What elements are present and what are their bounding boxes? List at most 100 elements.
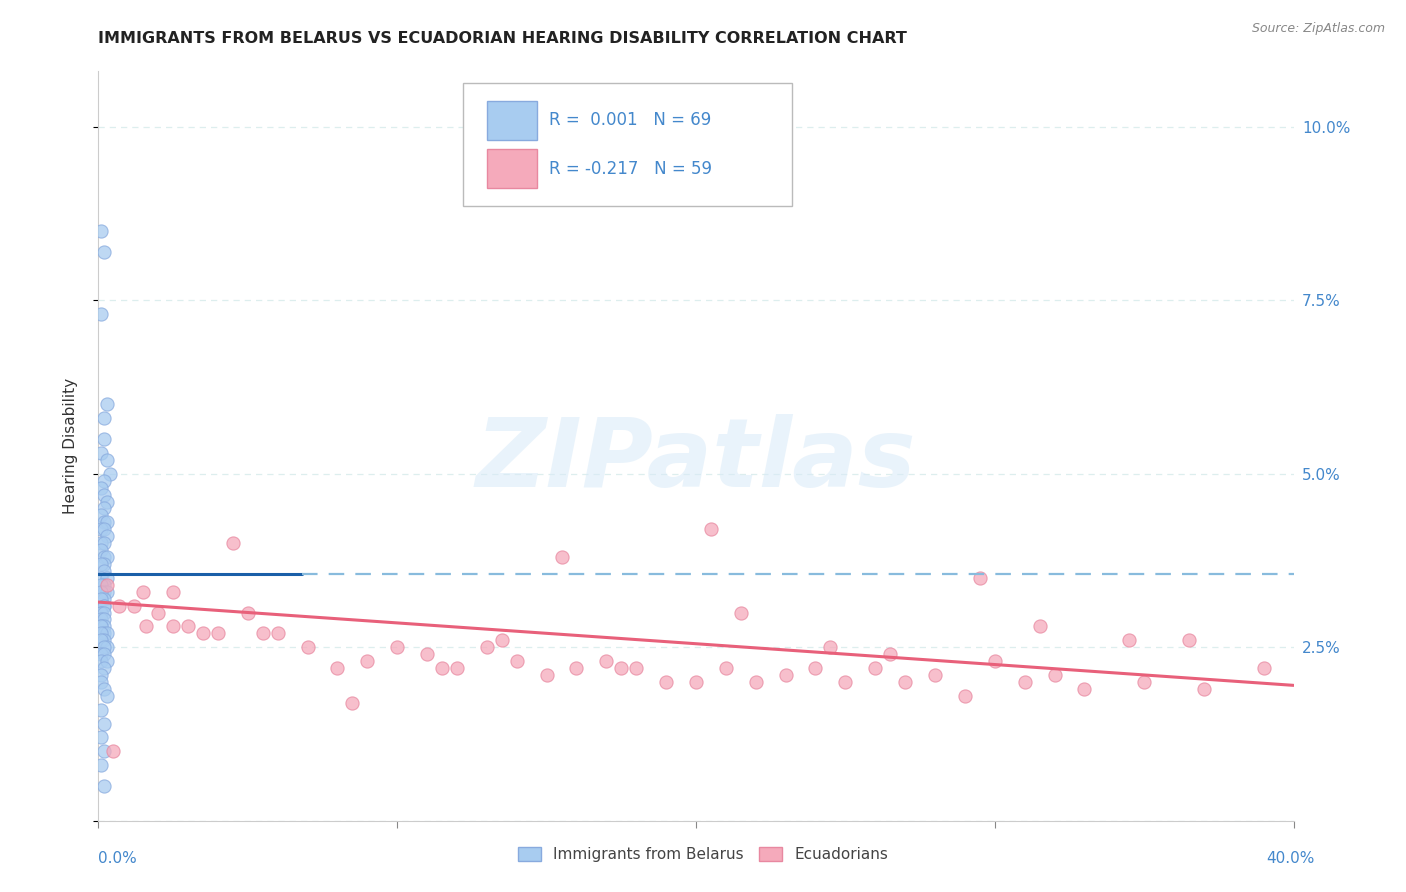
Point — [1133, 674, 1156, 689]
Point — [491, 633, 513, 648]
Point — [90, 674, 112, 689]
Point — [96, 453, 118, 467]
Point — [595, 654, 617, 668]
Point — [93, 549, 115, 564]
Point — [162, 619, 184, 633]
Point — [93, 411, 115, 425]
Text: R =  0.001   N = 69: R = 0.001 N = 69 — [548, 112, 711, 129]
Point — [90, 307, 112, 321]
Point — [90, 626, 112, 640]
Point — [685, 674, 707, 689]
Point — [804, 661, 827, 675]
Point — [124, 599, 146, 613]
Point — [90, 654, 112, 668]
Point — [90, 606, 112, 620]
Point — [93, 640, 115, 655]
Text: R = -0.217   N = 59: R = -0.217 N = 59 — [548, 160, 711, 178]
Point — [550, 549, 572, 564]
Point — [93, 599, 115, 613]
Point — [93, 432, 115, 446]
Text: Source: ZipAtlas.com: Source: ZipAtlas.com — [1251, 22, 1385, 36]
Text: 0.0%: 0.0% — [98, 851, 138, 865]
Point — [148, 606, 170, 620]
Point — [1043, 668, 1066, 682]
Point — [626, 661, 648, 675]
Point — [536, 668, 558, 682]
Point — [191, 626, 214, 640]
Legend: Immigrants from Belarus, Ecuadorians: Immigrants from Belarus, Ecuadorians — [512, 840, 894, 868]
Point — [93, 619, 115, 633]
Point — [222, 536, 245, 550]
Point — [1118, 633, 1140, 648]
Point — [969, 571, 991, 585]
FancyBboxPatch shape — [486, 149, 537, 188]
Point — [93, 779, 115, 793]
Point — [90, 647, 112, 661]
Point — [93, 584, 115, 599]
Point — [90, 619, 112, 633]
Point — [610, 661, 633, 675]
Point — [924, 668, 946, 682]
Point — [984, 654, 1007, 668]
Point — [93, 744, 115, 758]
Point — [879, 647, 901, 661]
Point — [93, 681, 115, 696]
Point — [565, 661, 588, 675]
Point — [93, 501, 115, 516]
Point — [93, 557, 115, 571]
Point — [93, 647, 115, 661]
Text: IMMIGRANTS FROM BELARUS VS ECUADORIAN HEARING DISABILITY CORRELATION CHART: IMMIGRANTS FROM BELARUS VS ECUADORIAN HE… — [98, 31, 907, 46]
Point — [326, 661, 349, 675]
Point — [506, 654, 529, 668]
Point — [93, 578, 115, 592]
Point — [93, 606, 115, 620]
Point — [90, 446, 112, 460]
Point — [1073, 681, 1095, 696]
Point — [90, 633, 112, 648]
Point — [96, 494, 118, 508]
Point — [475, 640, 498, 655]
Point — [90, 668, 112, 682]
Point — [93, 599, 115, 613]
Point — [96, 584, 118, 599]
Point — [90, 224, 112, 238]
Point — [98, 467, 122, 481]
Point — [655, 674, 678, 689]
Point — [865, 661, 887, 675]
Point — [96, 654, 118, 668]
Point — [834, 674, 856, 689]
Point — [252, 626, 274, 640]
Point — [162, 584, 184, 599]
Point — [93, 633, 115, 648]
Point — [90, 543, 112, 558]
FancyBboxPatch shape — [463, 83, 792, 206]
Point — [730, 606, 752, 620]
Y-axis label: Hearing Disability: Hearing Disability — [63, 378, 77, 514]
Point — [1253, 661, 1275, 675]
Point — [96, 529, 118, 543]
Point — [96, 516, 118, 530]
Text: ZIPatlas: ZIPatlas — [475, 415, 917, 508]
Point — [90, 619, 112, 633]
Point — [135, 619, 157, 633]
Point — [236, 606, 259, 620]
Point — [90, 557, 112, 571]
Point — [96, 578, 118, 592]
Point — [96, 549, 118, 564]
Point — [90, 758, 112, 772]
Point — [90, 591, 112, 606]
Point — [108, 599, 131, 613]
Point — [1192, 681, 1215, 696]
Point — [93, 626, 115, 640]
Point — [93, 487, 115, 501]
Point — [207, 626, 229, 640]
Point — [93, 564, 115, 578]
Point — [90, 612, 112, 626]
Point — [953, 689, 976, 703]
Point — [356, 654, 378, 668]
Point — [90, 522, 112, 536]
Point — [700, 522, 723, 536]
Point — [93, 522, 115, 536]
Point — [267, 626, 290, 640]
Point — [93, 536, 115, 550]
